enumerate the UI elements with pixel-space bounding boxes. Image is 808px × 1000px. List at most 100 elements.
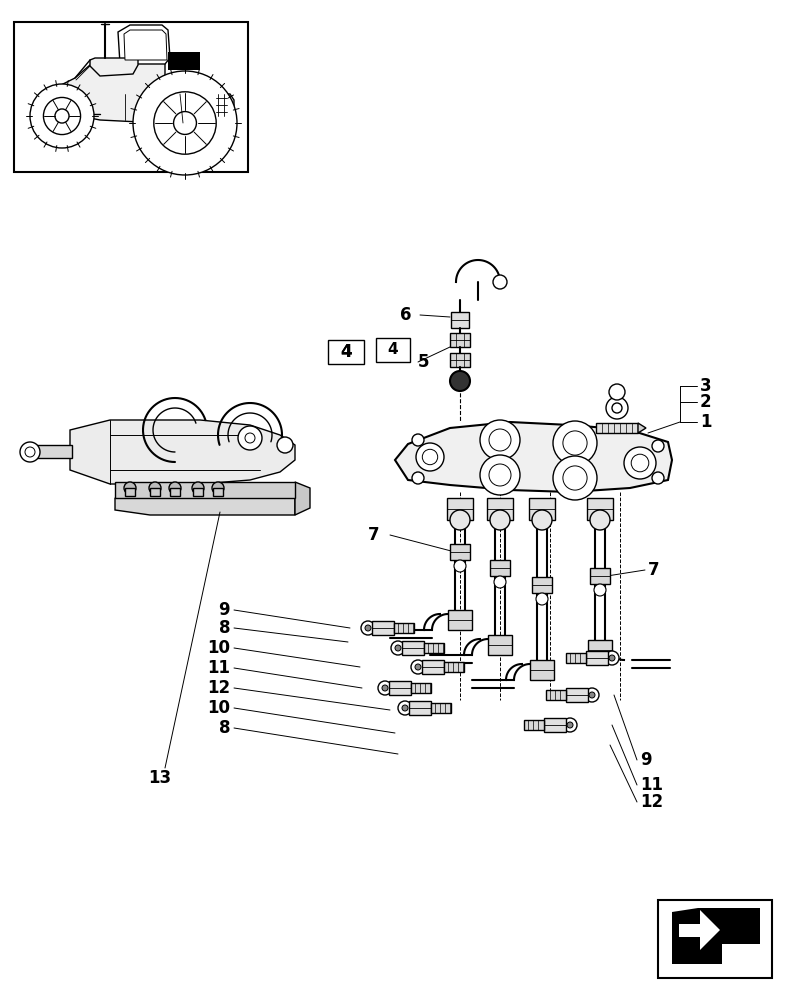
Polygon shape [679,910,720,950]
Circle shape [553,421,597,465]
Text: 8: 8 [218,719,230,737]
Bar [447,498,473,520]
Text: 12: 12 [640,793,663,811]
Circle shape [454,560,466,572]
Text: 13: 13 [148,769,171,787]
Circle shape [412,472,424,484]
Circle shape [133,71,237,175]
Bar [328,340,364,364]
Bar [490,560,510,576]
Text: 11: 11 [207,659,230,677]
Circle shape [238,426,262,450]
Polygon shape [638,423,646,433]
Polygon shape [295,482,310,515]
Circle shape [606,397,628,419]
Circle shape [609,384,625,400]
Bar [587,498,613,520]
Circle shape [450,510,470,530]
Circle shape [589,692,595,698]
Circle shape [489,429,511,451]
Bar [402,641,424,655]
Circle shape [631,454,649,472]
Bar [658,900,772,978]
Circle shape [25,447,35,457]
Circle shape [395,645,401,651]
Bar [422,660,444,674]
Circle shape [391,641,405,655]
Text: 8: 8 [218,619,230,637]
Bar [213,488,223,496]
Bar [394,623,414,633]
Circle shape [590,510,610,530]
Text: 11: 11 [640,776,663,794]
Text: 10: 10 [207,699,230,717]
Text: 7: 7 [368,526,380,544]
Circle shape [563,466,587,490]
Circle shape [563,431,587,455]
Circle shape [489,464,511,486]
Text: 6: 6 [400,306,411,324]
Circle shape [494,576,506,588]
Polygon shape [115,498,295,515]
Bar [566,653,586,663]
Circle shape [20,442,40,462]
Circle shape [412,434,424,446]
Polygon shape [55,58,234,122]
Circle shape [192,482,204,494]
Polygon shape [722,944,760,964]
Bar [451,312,469,328]
Bar [524,720,544,730]
Bar [530,660,554,680]
Circle shape [612,403,622,413]
Polygon shape [70,420,295,484]
Circle shape [652,440,664,452]
Text: 1: 1 [700,413,712,431]
Circle shape [361,621,375,635]
Text: 4: 4 [340,343,351,361]
Bar [532,577,552,593]
Circle shape [245,433,255,443]
Circle shape [277,437,293,453]
Circle shape [624,447,656,479]
Bar [450,353,470,367]
Circle shape [493,275,507,289]
Bar [125,488,135,496]
Bar [28,445,72,458]
Bar [444,662,464,672]
Text: 9: 9 [640,751,651,769]
Circle shape [563,718,577,732]
Bar [150,488,160,496]
Circle shape [30,84,94,148]
Circle shape [609,655,615,661]
Circle shape [398,701,412,715]
Bar [14,22,248,172]
Bar [566,688,588,702]
Bar [450,544,470,560]
Circle shape [378,681,392,695]
Circle shape [536,593,548,605]
Text: 10: 10 [207,639,230,657]
Polygon shape [395,422,672,492]
Circle shape [402,705,408,711]
Bar [431,703,451,713]
Bar [546,690,566,700]
Text: 5: 5 [418,353,430,371]
Circle shape [124,482,136,494]
Polygon shape [124,30,167,60]
Bar [488,635,512,655]
Bar [586,651,608,665]
Bar [529,498,555,520]
Bar [409,701,431,715]
Bar [424,643,444,653]
Text: 2: 2 [700,393,712,411]
Bar [448,610,472,630]
Circle shape [154,92,217,154]
Polygon shape [118,25,170,64]
Circle shape [450,371,470,391]
Circle shape [652,472,664,484]
Circle shape [594,584,606,596]
Bar [487,498,513,520]
Circle shape [480,455,520,495]
Bar [389,681,411,695]
Text: 12: 12 [207,679,230,697]
